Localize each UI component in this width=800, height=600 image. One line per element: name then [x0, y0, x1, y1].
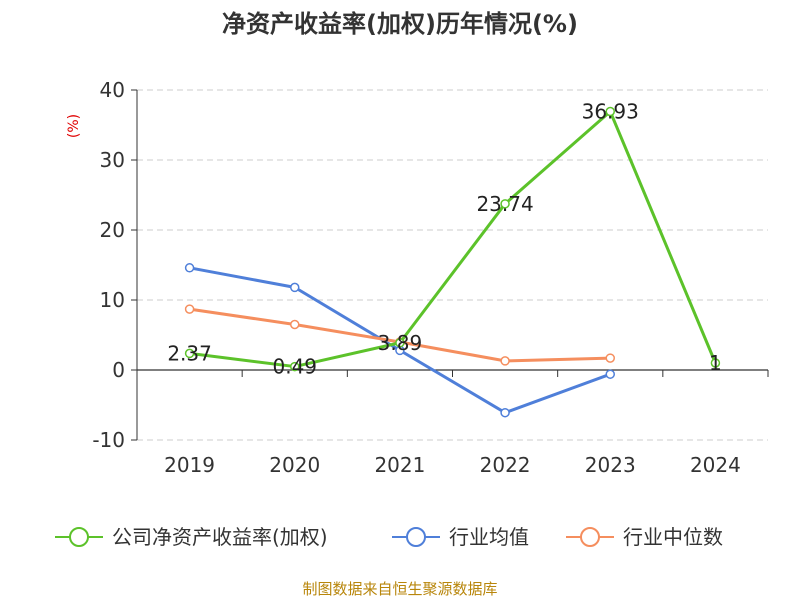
data-label: 36.93 — [582, 99, 639, 123]
x-tick-label: 2021 — [374, 453, 425, 477]
data-label: 23.74 — [476, 192, 533, 216]
legend-label: 公司净资产收益率(加权) — [112, 525, 328, 549]
data-point — [500, 356, 510, 366]
legend-marker — [69, 527, 89, 547]
x-tick-label: 2024 — [690, 453, 741, 477]
y-tick-label: 0 — [112, 358, 125, 382]
y-tick-label: 40 — [100, 78, 125, 102]
source-note: 制图数据来自恒生聚源数据库 — [302, 580, 497, 598]
y-axis-unit: (%) — [66, 114, 82, 138]
legend-label: 行业均值 — [449, 525, 529, 549]
data-point — [500, 199, 510, 209]
data-point — [605, 369, 615, 379]
data-point — [290, 361, 300, 372]
x-tick-label: 2023 — [585, 453, 636, 477]
data-point — [184, 304, 195, 314]
data-point — [395, 338, 405, 348]
data-label: 0.49 — [272, 355, 317, 379]
data-point — [184, 263, 195, 273]
data-point — [184, 348, 195, 359]
x-tick-label: 2020 — [269, 453, 320, 477]
series-line — [189, 109, 717, 369]
data-label: 1 — [709, 351, 722, 375]
y-tick-label: -10 — [92, 428, 125, 452]
chart-title: 净资产收益率(加权)历年情况(%) — [222, 10, 578, 38]
y-tick-label: 20 — [100, 218, 125, 242]
legend-marker — [580, 527, 600, 547]
legend-label: 行业中位数 — [623, 525, 723, 549]
data-labels: 2.37 0.49 3.89 23.74 36.93 1 — [167, 99, 721, 378]
legend: 公司净资产收益率(加权) 行业均值 行业中位数 — [55, 525, 723, 549]
x-tick-label: 2019 — [164, 453, 215, 477]
x-tick-label: 2022 — [480, 453, 531, 477]
data-point — [290, 319, 300, 330]
legend-marker — [406, 527, 426, 547]
data-point — [500, 407, 510, 418]
y-tick-label: 30 — [100, 148, 125, 172]
data-label: 2.37 — [167, 341, 212, 365]
grid-lines — [137, 89, 768, 441]
y-tick-label: 10 — [100, 288, 125, 312]
axes: 40 30 20 10 0 -10 2019 2020 2021 2022 2023 2024 — [92, 78, 769, 477]
data-point — [290, 282, 300, 293]
data-label: 3.89 — [378, 331, 423, 355]
series-lines — [184, 106, 721, 418]
data-point — [710, 358, 721, 368]
data-point — [605, 106, 615, 117]
data-point — [605, 353, 615, 363]
